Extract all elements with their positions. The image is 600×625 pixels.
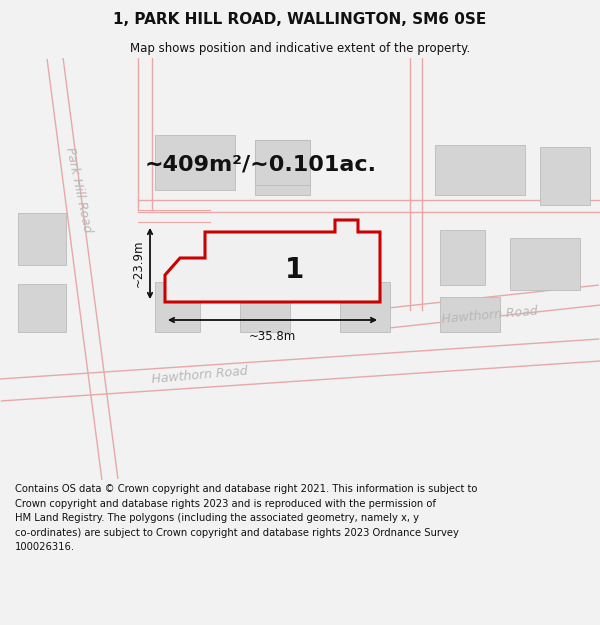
Polygon shape bbox=[440, 297, 500, 332]
Text: Contains OS data © Crown copyright and database right 2021. This information is : Contains OS data © Crown copyright and d… bbox=[15, 484, 478, 552]
Polygon shape bbox=[435, 145, 525, 195]
Polygon shape bbox=[510, 238, 580, 290]
Polygon shape bbox=[240, 282, 290, 332]
Polygon shape bbox=[155, 135, 235, 190]
Text: ~409m²/~0.101ac.: ~409m²/~0.101ac. bbox=[145, 155, 377, 175]
Text: 1, PARK HILL ROAD, WALLINGTON, SM6 0SE: 1, PARK HILL ROAD, WALLINGTON, SM6 0SE bbox=[113, 12, 487, 27]
Polygon shape bbox=[165, 220, 380, 302]
Text: 1: 1 bbox=[286, 256, 305, 284]
Polygon shape bbox=[18, 213, 66, 265]
Text: ~35.8m: ~35.8m bbox=[249, 330, 296, 343]
Polygon shape bbox=[540, 147, 590, 205]
Polygon shape bbox=[340, 282, 390, 332]
Polygon shape bbox=[18, 284, 66, 332]
Polygon shape bbox=[255, 140, 310, 195]
Text: Park Hill Road: Park Hill Road bbox=[62, 146, 94, 234]
Text: Hawthorn Road: Hawthorn Road bbox=[151, 364, 248, 386]
Polygon shape bbox=[440, 230, 485, 285]
Polygon shape bbox=[155, 282, 200, 332]
Text: Hawthorn Road: Hawthorn Road bbox=[442, 304, 539, 326]
Text: Map shows position and indicative extent of the property.: Map shows position and indicative extent… bbox=[130, 42, 470, 55]
Text: ~23.9m: ~23.9m bbox=[132, 240, 145, 288]
Polygon shape bbox=[255, 140, 310, 185]
